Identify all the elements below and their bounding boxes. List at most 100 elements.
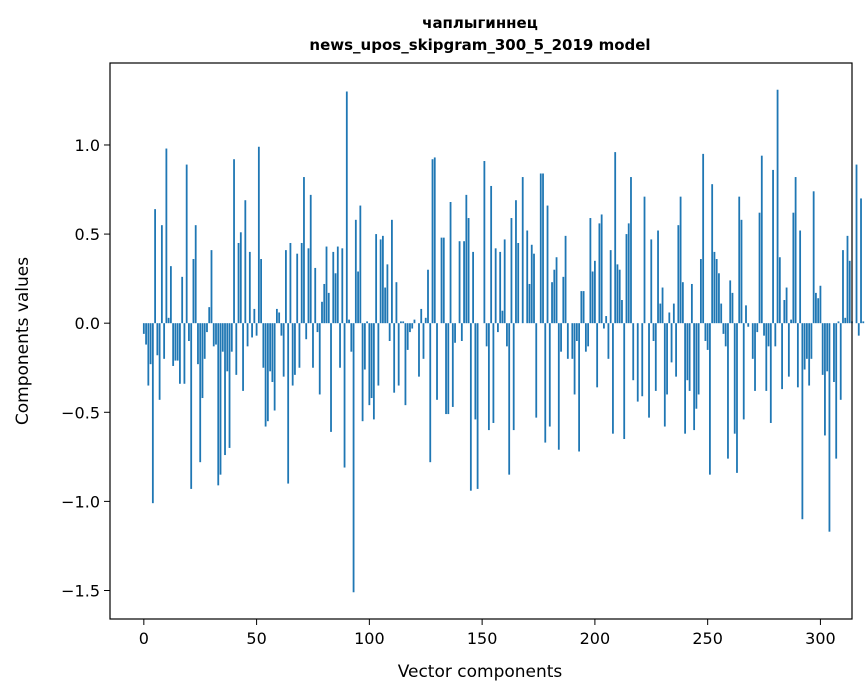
bar [776,89,779,324]
bar [402,321,405,324]
bar [593,260,596,324]
bar [557,323,560,450]
bar [857,323,860,336]
bar [769,323,772,423]
bar [727,323,729,459]
bar [616,264,619,324]
bar [844,317,847,324]
bar [609,250,612,324]
bar [467,218,470,324]
x-tick-label: 250 [692,629,723,648]
bar [381,235,384,324]
bar [352,323,355,593]
bar [801,323,804,520]
bar [273,323,276,411]
bar [300,242,303,324]
bar [494,248,497,324]
bar [199,323,202,463]
bar [420,308,423,324]
bar [783,300,786,324]
bar [758,212,761,324]
bar [257,146,260,324]
plot-frame [109,62,853,620]
bar [237,242,240,324]
bar [824,323,826,436]
bar [704,323,707,341]
bar [269,323,272,372]
bar [842,250,844,324]
bar [625,234,628,324]
bar [654,323,657,391]
bar [370,323,373,399]
bar [422,323,425,359]
bar [341,248,344,324]
bar [424,317,427,324]
x-tick-label: 200 [580,629,611,648]
bar [203,323,206,359]
bar [709,323,711,475]
bar [578,323,580,452]
bar [201,323,204,399]
bar [332,251,335,324]
bar [160,225,163,324]
bar [253,308,256,324]
y-axis-label: Components values [13,257,33,425]
bar [190,323,193,489]
bar [465,194,468,324]
bar [817,298,820,324]
bar [474,323,477,420]
bar [774,323,777,347]
bar [289,242,292,324]
bar [145,323,147,345]
bar [285,250,287,324]
bar [463,241,465,324]
bar [436,323,438,400]
bar [151,323,154,504]
bar [706,323,709,350]
bar [336,246,339,324]
bar [738,196,741,324]
bar [587,323,590,347]
bar [521,177,524,324]
bar [530,244,533,324]
bar [372,323,375,420]
bar [266,323,269,422]
x-tick-label: 100 [354,629,385,648]
bar [397,323,400,386]
bar [350,323,353,352]
bar [305,323,308,340]
bar [517,242,520,324]
bar [208,307,211,324]
bar [810,323,813,359]
bar [239,232,242,324]
bar [745,305,747,324]
bar [174,323,177,361]
bar [740,219,743,324]
bar [318,323,321,395]
bar [366,321,368,324]
bar [632,323,635,381]
bar [815,292,817,324]
bar [501,310,504,324]
bar [747,323,750,327]
bar [772,169,774,324]
bar [233,159,235,324]
bar [582,291,585,324]
bar [681,282,684,324]
bar [711,184,714,324]
bar [181,276,184,324]
bar [589,218,592,324]
bar [217,323,220,486]
bar [391,219,393,324]
bar [835,323,838,459]
bar [296,253,299,324]
bar [404,323,407,406]
bar [828,323,831,532]
bar [720,303,723,324]
bar [291,323,294,386]
bar [702,153,705,324]
bar [246,323,249,347]
bar [235,323,238,375]
bar [763,323,765,336]
bar [228,323,231,448]
